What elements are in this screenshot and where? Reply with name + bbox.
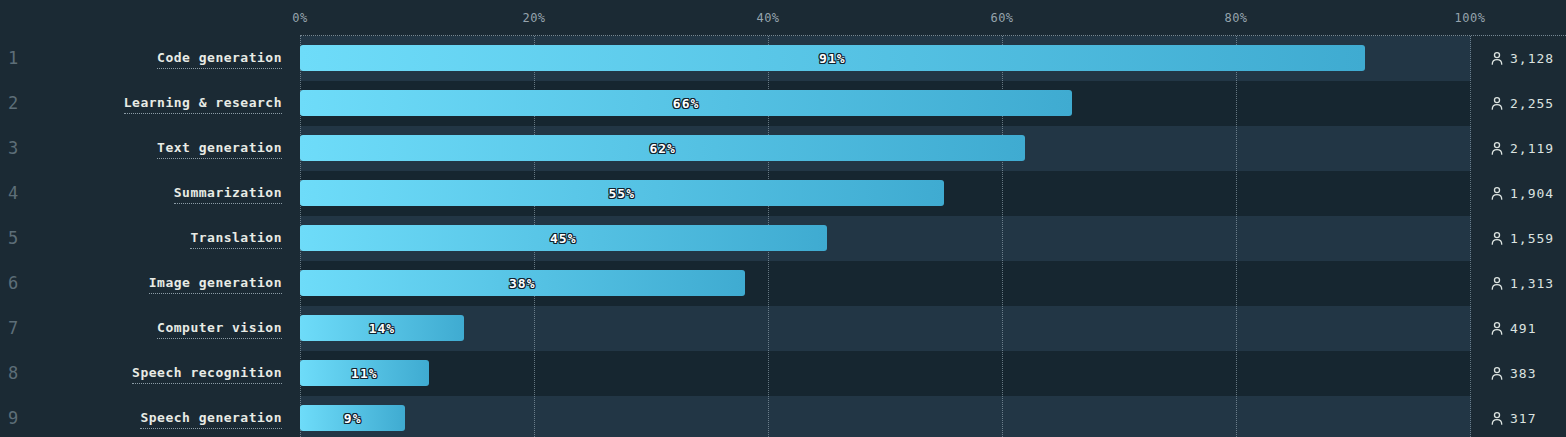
value-bar[interactable]: 91% — [300, 45, 1365, 71]
percentage-label: 66% — [673, 96, 699, 111]
count-value: 1,904 — [1510, 186, 1554, 201]
category-cell: Speech recognition — [0, 351, 282, 396]
percentage-label: 38% — [509, 276, 535, 291]
value-bar[interactable]: 45% — [300, 225, 827, 251]
category-cell: Computer vision — [0, 306, 282, 351]
category-label[interactable]: Summarization — [174, 185, 282, 204]
row-track — [300, 306, 1471, 351]
respondent-count: 1,313 — [1490, 261, 1554, 306]
percentage-label: 14% — [369, 321, 395, 336]
person-icon — [1490, 411, 1504, 426]
chart-row: 1Code generation91%3,128 — [0, 36, 1566, 81]
person-icon — [1490, 366, 1504, 381]
person-icon — [1490, 231, 1504, 246]
value-bar[interactable]: 66% — [300, 90, 1072, 116]
percentage-label: 9% — [344, 411, 362, 426]
count-value: 491 — [1510, 321, 1536, 336]
value-bar[interactable]: 14% — [300, 315, 464, 341]
percentage-label: 11% — [351, 366, 377, 381]
axis-tick-label: 40% — [756, 11, 779, 25]
percentage-label: 45% — [550, 231, 576, 246]
chart-rows: 1Code generation91%3,1282Learning & rese… — [0, 36, 1566, 437]
percentage-label: 91% — [819, 51, 845, 66]
count-value: 2,255 — [1510, 96, 1554, 111]
percentage-label: 62% — [649, 141, 675, 156]
chart-row: 3Text generation62%2,119 — [0, 126, 1566, 171]
count-value: 1,313 — [1510, 276, 1554, 291]
count-value: 317 — [1510, 411, 1536, 426]
count-value: 1,559 — [1510, 231, 1554, 246]
count-value: 3,128 — [1510, 51, 1554, 66]
respondent-count: 2,119 — [1490, 126, 1554, 171]
axis-tick-label: 20% — [522, 11, 545, 25]
row-track — [300, 396, 1471, 437]
person-icon — [1490, 96, 1504, 111]
chart-row: 4Summarization55%1,904 — [0, 171, 1566, 216]
category-cell: Learning & research — [0, 81, 282, 126]
category-cell: Image generation — [0, 261, 282, 306]
respondent-count: 317 — [1490, 396, 1536, 437]
category-cell: Code generation — [0, 36, 282, 81]
axis-tick-label: 100% — [1455, 11, 1486, 25]
chart-row: 7Computer vision14%491 — [0, 306, 1566, 351]
respondent-count: 2,255 — [1490, 81, 1554, 126]
chart-row: 2Learning & research66%2,255 — [0, 81, 1566, 126]
chart-row: 6Image generation38%1,313 — [0, 261, 1566, 306]
person-icon — [1490, 141, 1504, 156]
category-label[interactable]: Speech generation — [140, 410, 282, 429]
category-cell: Text generation — [0, 126, 282, 171]
x-axis: 0% 20% 40% 60% 80% 100% — [0, 0, 1566, 36]
category-label[interactable]: Code generation — [157, 50, 282, 69]
row-track — [300, 351, 1471, 396]
respondent-count: 383 — [1490, 351, 1536, 396]
category-label[interactable]: Translation — [190, 230, 282, 249]
category-label[interactable]: Image generation — [149, 275, 282, 294]
value-bar[interactable]: 38% — [300, 270, 745, 296]
value-bar[interactable]: 9% — [300, 405, 405, 431]
category-cell: Speech generation — [0, 396, 282, 437]
value-bar[interactable]: 62% — [300, 135, 1025, 161]
value-bar[interactable]: 55% — [300, 180, 944, 206]
axis-tick-label: 60% — [990, 11, 1013, 25]
chart-row: 5Translation45%1,559 — [0, 216, 1566, 261]
usage-bar-chart: 0%20%40%60%80%100% 1Code generation91%3,… — [0, 0, 1566, 437]
chart-row: 8Speech recognition11%383 — [0, 351, 1566, 396]
value-bar[interactable]: 11% — [300, 360, 429, 386]
respondent-count: 491 — [1490, 306, 1536, 351]
axis-tick-label: 0% — [292, 11, 307, 25]
respondent-count: 1,904 — [1490, 171, 1554, 216]
category-cell: Summarization — [0, 171, 282, 216]
chart-row: 9Speech generation9%317 — [0, 396, 1566, 437]
axis-tick-label: 80% — [1224, 11, 1247, 25]
count-value: 2,119 — [1510, 141, 1554, 156]
category-label[interactable]: Speech recognition — [132, 365, 282, 384]
person-icon — [1490, 276, 1504, 291]
category-label[interactable]: Learning & research — [124, 95, 282, 114]
percentage-label: 55% — [609, 186, 635, 201]
person-icon — [1490, 186, 1504, 201]
category-label[interactable]: Computer vision — [157, 320, 282, 339]
respondent-count: 3,128 — [1490, 36, 1554, 81]
person-icon — [1490, 51, 1504, 66]
category-cell: Translation — [0, 216, 282, 261]
category-label[interactable]: Text generation — [157, 140, 282, 159]
respondent-count: 1,559 — [1490, 216, 1554, 261]
count-value: 383 — [1510, 366, 1536, 381]
person-icon — [1490, 321, 1504, 336]
